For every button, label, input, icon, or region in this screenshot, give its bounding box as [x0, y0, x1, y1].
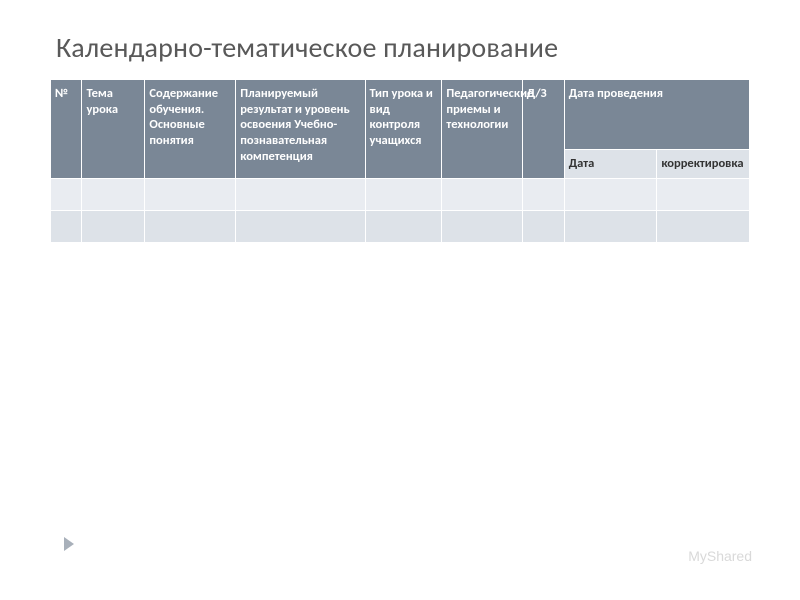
- header-num: №: [51, 80, 82, 179]
- header-date-main: Дата проведения: [564, 80, 749, 150]
- slide-title: Календарно-тематическое планирование: [56, 30, 750, 65]
- header-planned: Планируемый результат и уровень освоения…: [236, 80, 365, 179]
- pointer-icon: [62, 535, 76, 553]
- header-theme: Тема урока: [82, 80, 145, 179]
- header-date-sub: Дата: [564, 150, 657, 179]
- header-type: Тип урока и вид контроля учащихся: [365, 80, 442, 179]
- table-row: [51, 242, 750, 296]
- header-content: Содержание обучения. Основные понятия: [145, 80, 236, 179]
- planning-table: № Тема урока Содержание обучения. Основн…: [50, 79, 750, 297]
- header-correction: корректировка: [657, 150, 750, 179]
- table-row: [51, 178, 750, 210]
- watermark: MyShared: [688, 548, 752, 564]
- header-homework: Д/З: [522, 80, 564, 179]
- header-pedagogy: Педагогические приемы и технологии: [442, 80, 522, 179]
- table-row: [51, 210, 750, 242]
